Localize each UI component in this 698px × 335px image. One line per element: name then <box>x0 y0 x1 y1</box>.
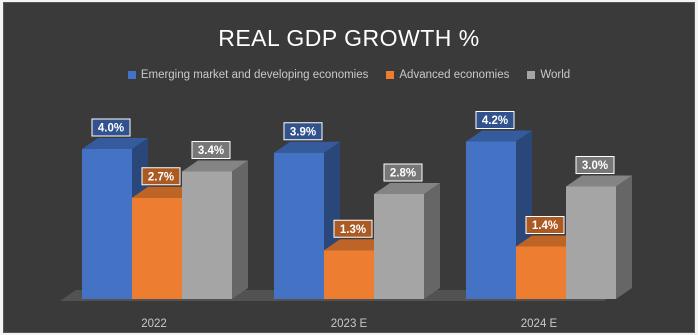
data-label-box <box>383 163 423 182</box>
chart-area: REAL GDP GROWTH % Emerging market and de… <box>3 2 695 333</box>
legend-item-advanced: Advanced economies <box>386 69 509 81</box>
legend-item-emerging: Emerging market and developing economies <box>127 69 369 81</box>
bar <box>274 152 324 299</box>
plot-area: 4.0% 2.7% 3.4% 2022 3.9% 1.3% 2.8% 2023 E 4.2% 1.… <box>60 111 632 330</box>
bar-top <box>182 160 248 172</box>
bar-side <box>424 183 440 299</box>
bar-top <box>132 186 198 198</box>
bar <box>182 171 232 299</box>
bar <box>82 149 132 299</box>
data-label: 4.0% <box>98 123 124 135</box>
bar-top <box>516 235 582 247</box>
data-label-box <box>333 219 373 238</box>
bar <box>374 194 424 299</box>
legend-swatch-world <box>527 71 536 79</box>
bar-side <box>616 175 632 299</box>
bar <box>516 246 566 299</box>
legend-item-world: World <box>527 69 570 81</box>
bar <box>132 197 182 299</box>
legend-swatch-emerging <box>127 71 136 79</box>
bar-top <box>82 138 148 149</box>
data-label: 2.7% <box>148 171 174 183</box>
chart-title: REAL GDP GROWTH % <box>218 25 480 51</box>
data-label: 3.0% <box>582 160 608 172</box>
data-label: 3.9% <box>290 126 316 138</box>
data-label-box <box>91 118 131 137</box>
bar <box>324 250 374 299</box>
x-tick-label: 2022 <box>141 318 167 330</box>
data-label: 1.3% <box>340 224 366 236</box>
legend-label-advanced: Advanced economies <box>399 69 510 81</box>
legend-label-world: World <box>540 69 571 81</box>
legend-label-emerging: Emerging market and developing economies <box>140 69 369 81</box>
data-label: 2.8% <box>390 168 416 180</box>
legend: Emerging market and developing economies… <box>4 69 694 81</box>
data-label: 1.4% <box>532 220 558 232</box>
bar-top <box>566 175 632 187</box>
bar-top <box>274 141 340 153</box>
data-label-box <box>141 167 181 186</box>
bar-top <box>374 183 440 194</box>
data-label-box <box>475 111 515 129</box>
x-tick-label: 2023 E <box>331 318 368 330</box>
data-label-box <box>575 156 615 174</box>
bar-top <box>324 239 390 251</box>
data-label-box <box>191 141 231 159</box>
data-label: 3.4% <box>198 145 224 157</box>
data-label: 4.2% <box>482 115 508 127</box>
bar-side <box>232 160 248 299</box>
bar-top <box>466 130 532 142</box>
legend-swatch-advanced <box>386 71 395 79</box>
data-label-box <box>283 122 323 141</box>
bar <box>566 186 616 299</box>
data-label-box <box>525 216 565 234</box>
x-tick-label: 2024 E <box>521 318 558 330</box>
bar <box>466 141 516 299</box>
